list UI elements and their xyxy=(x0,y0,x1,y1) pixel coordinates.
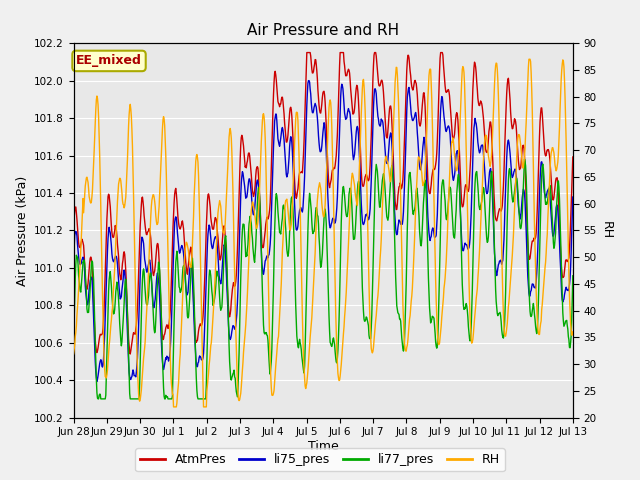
Legend: AtmPres, li75_pres, li77_pres, RH: AtmPres, li75_pres, li77_pres, RH xyxy=(135,448,505,471)
Text: EE_mixed: EE_mixed xyxy=(76,54,142,67)
Y-axis label: Air Pressure (kPa): Air Pressure (kPa) xyxy=(15,175,29,286)
X-axis label: Time: Time xyxy=(308,440,339,453)
Y-axis label: RH: RH xyxy=(600,221,613,240)
Title: Air Pressure and RH: Air Pressure and RH xyxy=(247,23,399,38)
